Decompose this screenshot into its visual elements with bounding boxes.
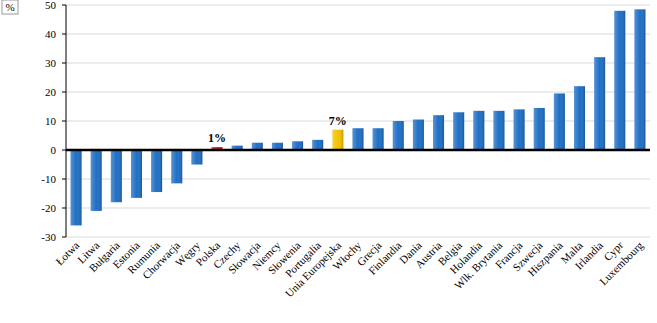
bar — [373, 128, 384, 150]
data-label: 1% — [208, 131, 226, 145]
y-axis — [66, 5, 67, 237]
category-label: Luxembourg — [597, 239, 646, 288]
bar-shade — [433, 115, 444, 150]
bar-shade — [373, 128, 384, 150]
y-label-box — [2, 0, 18, 14]
grid-line — [66, 5, 650, 6]
bar — [574, 86, 585, 150]
bar — [131, 150, 142, 198]
bar-shade — [413, 120, 424, 150]
bar-shade — [614, 11, 625, 150]
chart: -30-20-1001020304050%1%7%ŁotwaLitwaBułga… — [0, 0, 657, 323]
bar — [453, 112, 464, 150]
tick-mark — [62, 208, 66, 209]
y-label: % — [5, 1, 14, 13]
grid-line — [66, 63, 650, 64]
category-label: Łotwa — [53, 239, 81, 267]
tick-mark — [62, 150, 66, 151]
grid-line — [66, 34, 650, 35]
bar — [111, 150, 122, 202]
bar — [71, 150, 82, 225]
category-label: Irlandia — [572, 239, 605, 272]
bar-shade — [151, 150, 162, 192]
grid-line — [66, 150, 650, 151]
bar — [493, 111, 504, 150]
bar-shade — [171, 150, 182, 183]
bar-shade — [453, 112, 464, 150]
tick-label: -20 — [41, 202, 56, 214]
bar — [171, 150, 182, 183]
bar — [353, 128, 364, 150]
grid-line — [66, 92, 650, 93]
tick-mark — [62, 179, 66, 180]
bar-shade — [534, 108, 545, 150]
category-label: Unia Europejska — [283, 239, 344, 300]
zero-line — [66, 149, 650, 152]
tick-mark — [62, 121, 66, 122]
bar-shade — [353, 128, 364, 150]
bar-shade — [191, 150, 202, 165]
bars — [71, 9, 646, 225]
bar — [634, 9, 645, 150]
bar — [151, 150, 162, 192]
bar — [594, 57, 605, 150]
bar — [473, 111, 484, 150]
bar-shade — [111, 150, 122, 202]
data-label: 7% — [329, 114, 347, 128]
tick-mark — [62, 92, 66, 93]
bar-shade — [473, 111, 484, 150]
bar-shade — [131, 150, 142, 198]
bar — [191, 150, 202, 165]
tick-mark — [62, 63, 66, 64]
tick-mark — [62, 34, 66, 35]
bar-shade — [292, 141, 303, 150]
bar — [534, 108, 545, 150]
bar — [312, 140, 323, 150]
tick-label: 0 — [51, 144, 57, 156]
tick-mark — [62, 237, 66, 238]
tick-label: -30 — [41, 231, 56, 243]
bar — [292, 141, 303, 150]
tick-label: -10 — [41, 173, 56, 185]
bar-shade — [594, 57, 605, 150]
bar — [433, 115, 444, 150]
grid-line — [66, 208, 650, 209]
bar-shade — [634, 9, 645, 150]
bar — [514, 109, 525, 150]
bar-shade — [514, 109, 525, 150]
tick-label: 50 — [45, 0, 57, 11]
bar-shade — [574, 86, 585, 150]
bar-shade — [91, 150, 102, 211]
bar — [614, 11, 625, 150]
bar-shade — [71, 150, 82, 225]
tick-mark — [62, 5, 66, 6]
bar — [91, 150, 102, 211]
tick-label: 10 — [45, 115, 57, 127]
bar — [393, 121, 404, 150]
bar-shade — [312, 140, 323, 150]
bar — [554, 93, 565, 150]
bar — [413, 120, 424, 150]
tick-label: 40 — [45, 28, 57, 40]
bar-shade — [393, 121, 404, 150]
bar — [332, 130, 343, 150]
bar-shade — [332, 130, 343, 150]
bar-shade — [493, 111, 504, 150]
tick-label: 30 — [45, 57, 57, 69]
bar-shade — [554, 93, 565, 150]
tick-label: 20 — [45, 86, 57, 98]
grid-line — [66, 237, 650, 238]
